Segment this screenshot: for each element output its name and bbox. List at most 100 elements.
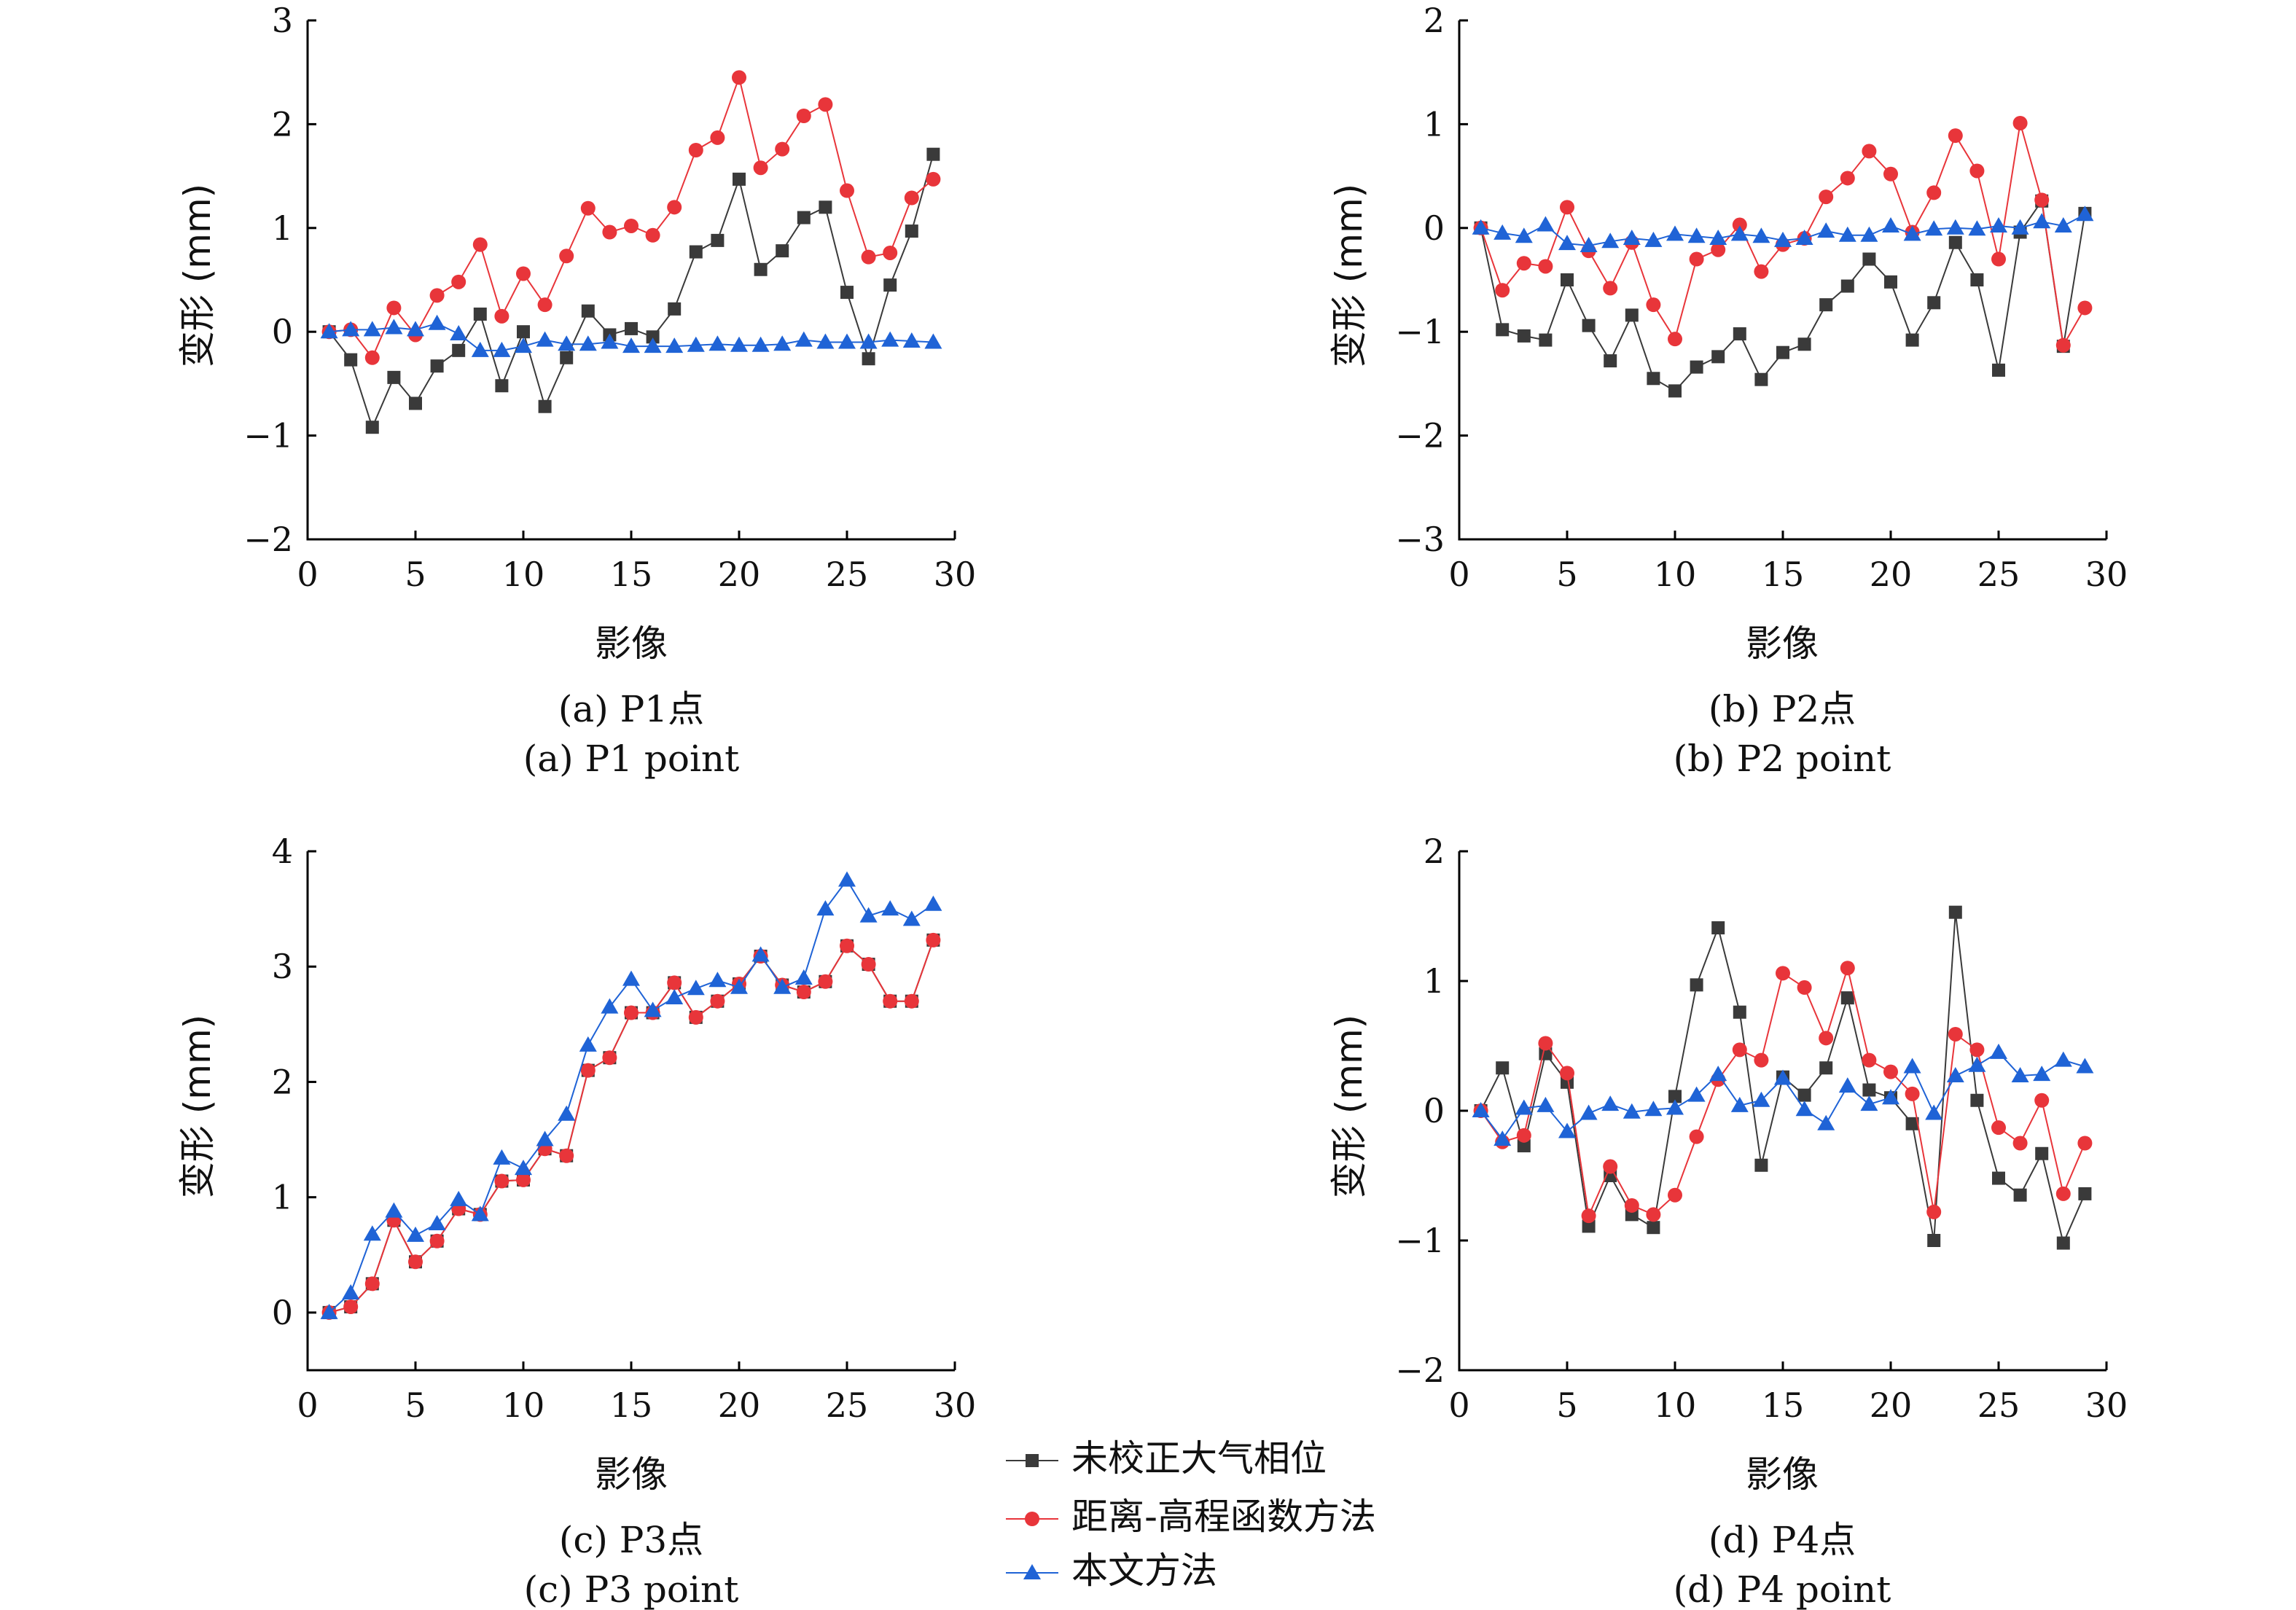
caption-en: (b) P2 point [1674,738,1891,780]
data-point [861,957,876,972]
y-axis-title: 变形 (mm) [1328,1015,1370,1198]
data-point [1819,1031,1834,1046]
data-point [1776,966,1790,981]
data-point [926,147,940,161]
data-point [1730,1096,1749,1112]
data-point [428,1215,446,1231]
data-point [428,314,446,330]
data-point [794,331,813,347]
data-point [1819,1061,1833,1075]
data-point [902,332,921,348]
x-tick-label: 0 [1448,1386,1469,1425]
series-line [329,74,934,359]
data-point [1903,225,1921,241]
data-point [2034,192,2050,208]
data-point [1711,242,1726,257]
data-point [668,302,682,316]
x-tick-label: 20 [718,555,761,594]
data-point [2054,216,2072,232]
legend-marker [1025,1512,1039,1526]
data-point [342,321,360,337]
legend: 未校正大气相位 距离-高程函数方法 本文方法 [1006,1437,1376,1592]
data-point [904,190,919,206]
data-point [559,1148,574,1163]
data-point [1711,921,1725,935]
data-point [819,200,832,214]
x-tick-label: 30 [934,1386,977,1425]
data-point [1860,226,1878,242]
data-point [1969,163,1985,179]
data-point [665,337,684,353]
data-point [2011,219,2029,235]
y-tick-label: −2 [1395,416,1445,456]
data-point [2013,1188,2027,1202]
data-point [365,421,379,434]
data-point [1536,1096,1555,1112]
data-point [558,335,576,351]
data-point [1733,327,1746,341]
axes-frame [1458,20,2106,541]
data-point [580,200,596,216]
data-point [1795,1101,1813,1117]
x-tick-label: 15 [1762,555,1805,594]
data-point [1730,225,1749,241]
data-point [409,396,422,410]
data-point [1558,1122,1576,1138]
data-point [1601,232,1620,249]
data-point [905,224,918,238]
data-point [1666,225,1684,241]
legend-item-distance-elevation: 距离-高程函数方法 [1006,1496,1376,1538]
data-point [580,1063,596,1078]
data-point [1926,1204,1942,1219]
data-point [430,359,444,373]
axes-frame [306,20,955,541]
data-point [1905,1086,1920,1101]
data-point [1883,1064,1898,1079]
data-point [1517,329,1531,343]
data-point [796,109,811,124]
data-point [816,900,835,916]
legend-marker [1023,1564,1041,1579]
data-point [818,97,833,112]
data-point [1948,1026,1963,1042]
x-axis-title: 影像 [1746,622,1819,665]
data-point [452,343,466,357]
data-point [730,336,748,352]
data-point [1561,273,1574,286]
data-point [1515,227,1533,243]
data-point [364,350,380,365]
data-point [2056,1236,2070,1250]
data-point [342,1283,360,1300]
x-tick-label: 30 [2085,555,2128,594]
x-axis-title: 影像 [595,1453,668,1496]
y-tick-label: −1 [1395,1221,1445,1260]
y-tick-label: 3 [272,947,293,986]
data-point [667,200,682,215]
data-point [385,1202,403,1218]
y-tick-label: 0 [272,312,293,351]
data-point [862,352,875,366]
data-point [1538,259,1553,274]
data-point [451,274,466,289]
data-point [407,1226,424,1242]
x-tick-label: 25 [1977,555,2020,594]
data-point [924,333,942,349]
data-point [708,335,727,351]
data-point [363,1225,381,1241]
data-point [450,325,468,341]
data-point [926,932,941,947]
data-point [1795,230,1813,246]
caption-cn: (c) P3点 [559,1519,703,1561]
x-tick-label: 30 [934,555,977,594]
data-point [494,308,509,324]
axes-frame [1458,851,2106,1372]
data-point [1990,216,2007,232]
data-point [1732,1042,1747,1058]
x-tick-label: 15 [610,1386,653,1425]
data-point [840,938,854,953]
data-point [1946,1066,1964,1082]
series-triangle [1472,1043,2094,1146]
data-point [1968,220,1986,236]
data-point [926,171,941,187]
data-point [1493,1130,1512,1146]
